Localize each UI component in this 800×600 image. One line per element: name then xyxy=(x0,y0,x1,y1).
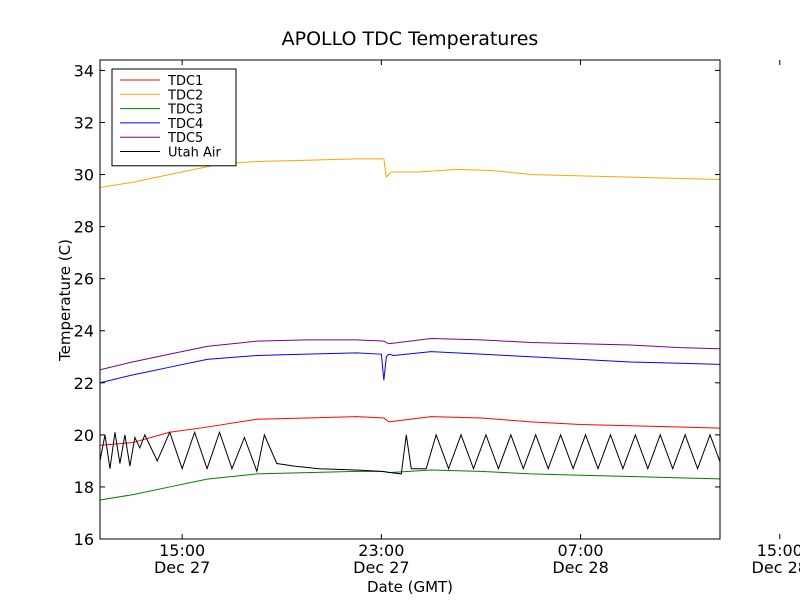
legend-label: TDC5 xyxy=(167,131,203,146)
x-tick-label-date: Dec 27 xyxy=(154,558,210,577)
legend-box xyxy=(111,68,237,167)
x-tick-label-date: Dec 27 xyxy=(353,558,409,577)
y-tick-label: 32 xyxy=(74,113,94,132)
y-tick-label: 30 xyxy=(74,166,94,185)
y-tick-label: 34 xyxy=(74,61,94,80)
y-tick-label: 26 xyxy=(74,270,94,289)
x-axis-label: Date (GMT) xyxy=(367,578,453,596)
series-line-tdc4 xyxy=(100,351,720,384)
plot-frame xyxy=(99,59,721,540)
series-line-utah-air xyxy=(100,430,720,475)
y-tick-label: 20 xyxy=(74,426,94,445)
series-line-tdc1 xyxy=(100,416,720,446)
x-tick-label-date: Dec 28 xyxy=(752,558,800,577)
legend-label: Utah Air xyxy=(168,146,221,161)
legend-label: TDC4 xyxy=(167,117,203,132)
y-tick-label: 18 xyxy=(74,478,94,497)
x-tick-label-date: Dec 28 xyxy=(552,558,608,577)
y-tick-label: 24 xyxy=(74,322,94,341)
x-tick-label-time: 15:00 xyxy=(159,541,205,560)
legend-label: TDC2 xyxy=(167,88,203,103)
y-tick-label: 28 xyxy=(74,218,94,237)
y-axis-label: Temperature (C) xyxy=(56,239,74,362)
chart-title: APOLLO TDC Temperatures xyxy=(282,28,539,50)
series-line-tdc5 xyxy=(100,338,720,371)
series-line-tdc3 xyxy=(100,469,720,501)
legend-label: TDC3 xyxy=(167,103,203,118)
x-tick-label-time: 15:00 xyxy=(757,541,800,560)
y-tick-label: 16 xyxy=(74,530,94,549)
x-tick-label-time: 23:00 xyxy=(358,541,404,560)
y-tick-label: 22 xyxy=(74,374,94,393)
x-tick-label-time: 07:00 xyxy=(558,541,604,560)
legend-label: TDC1 xyxy=(167,74,203,89)
